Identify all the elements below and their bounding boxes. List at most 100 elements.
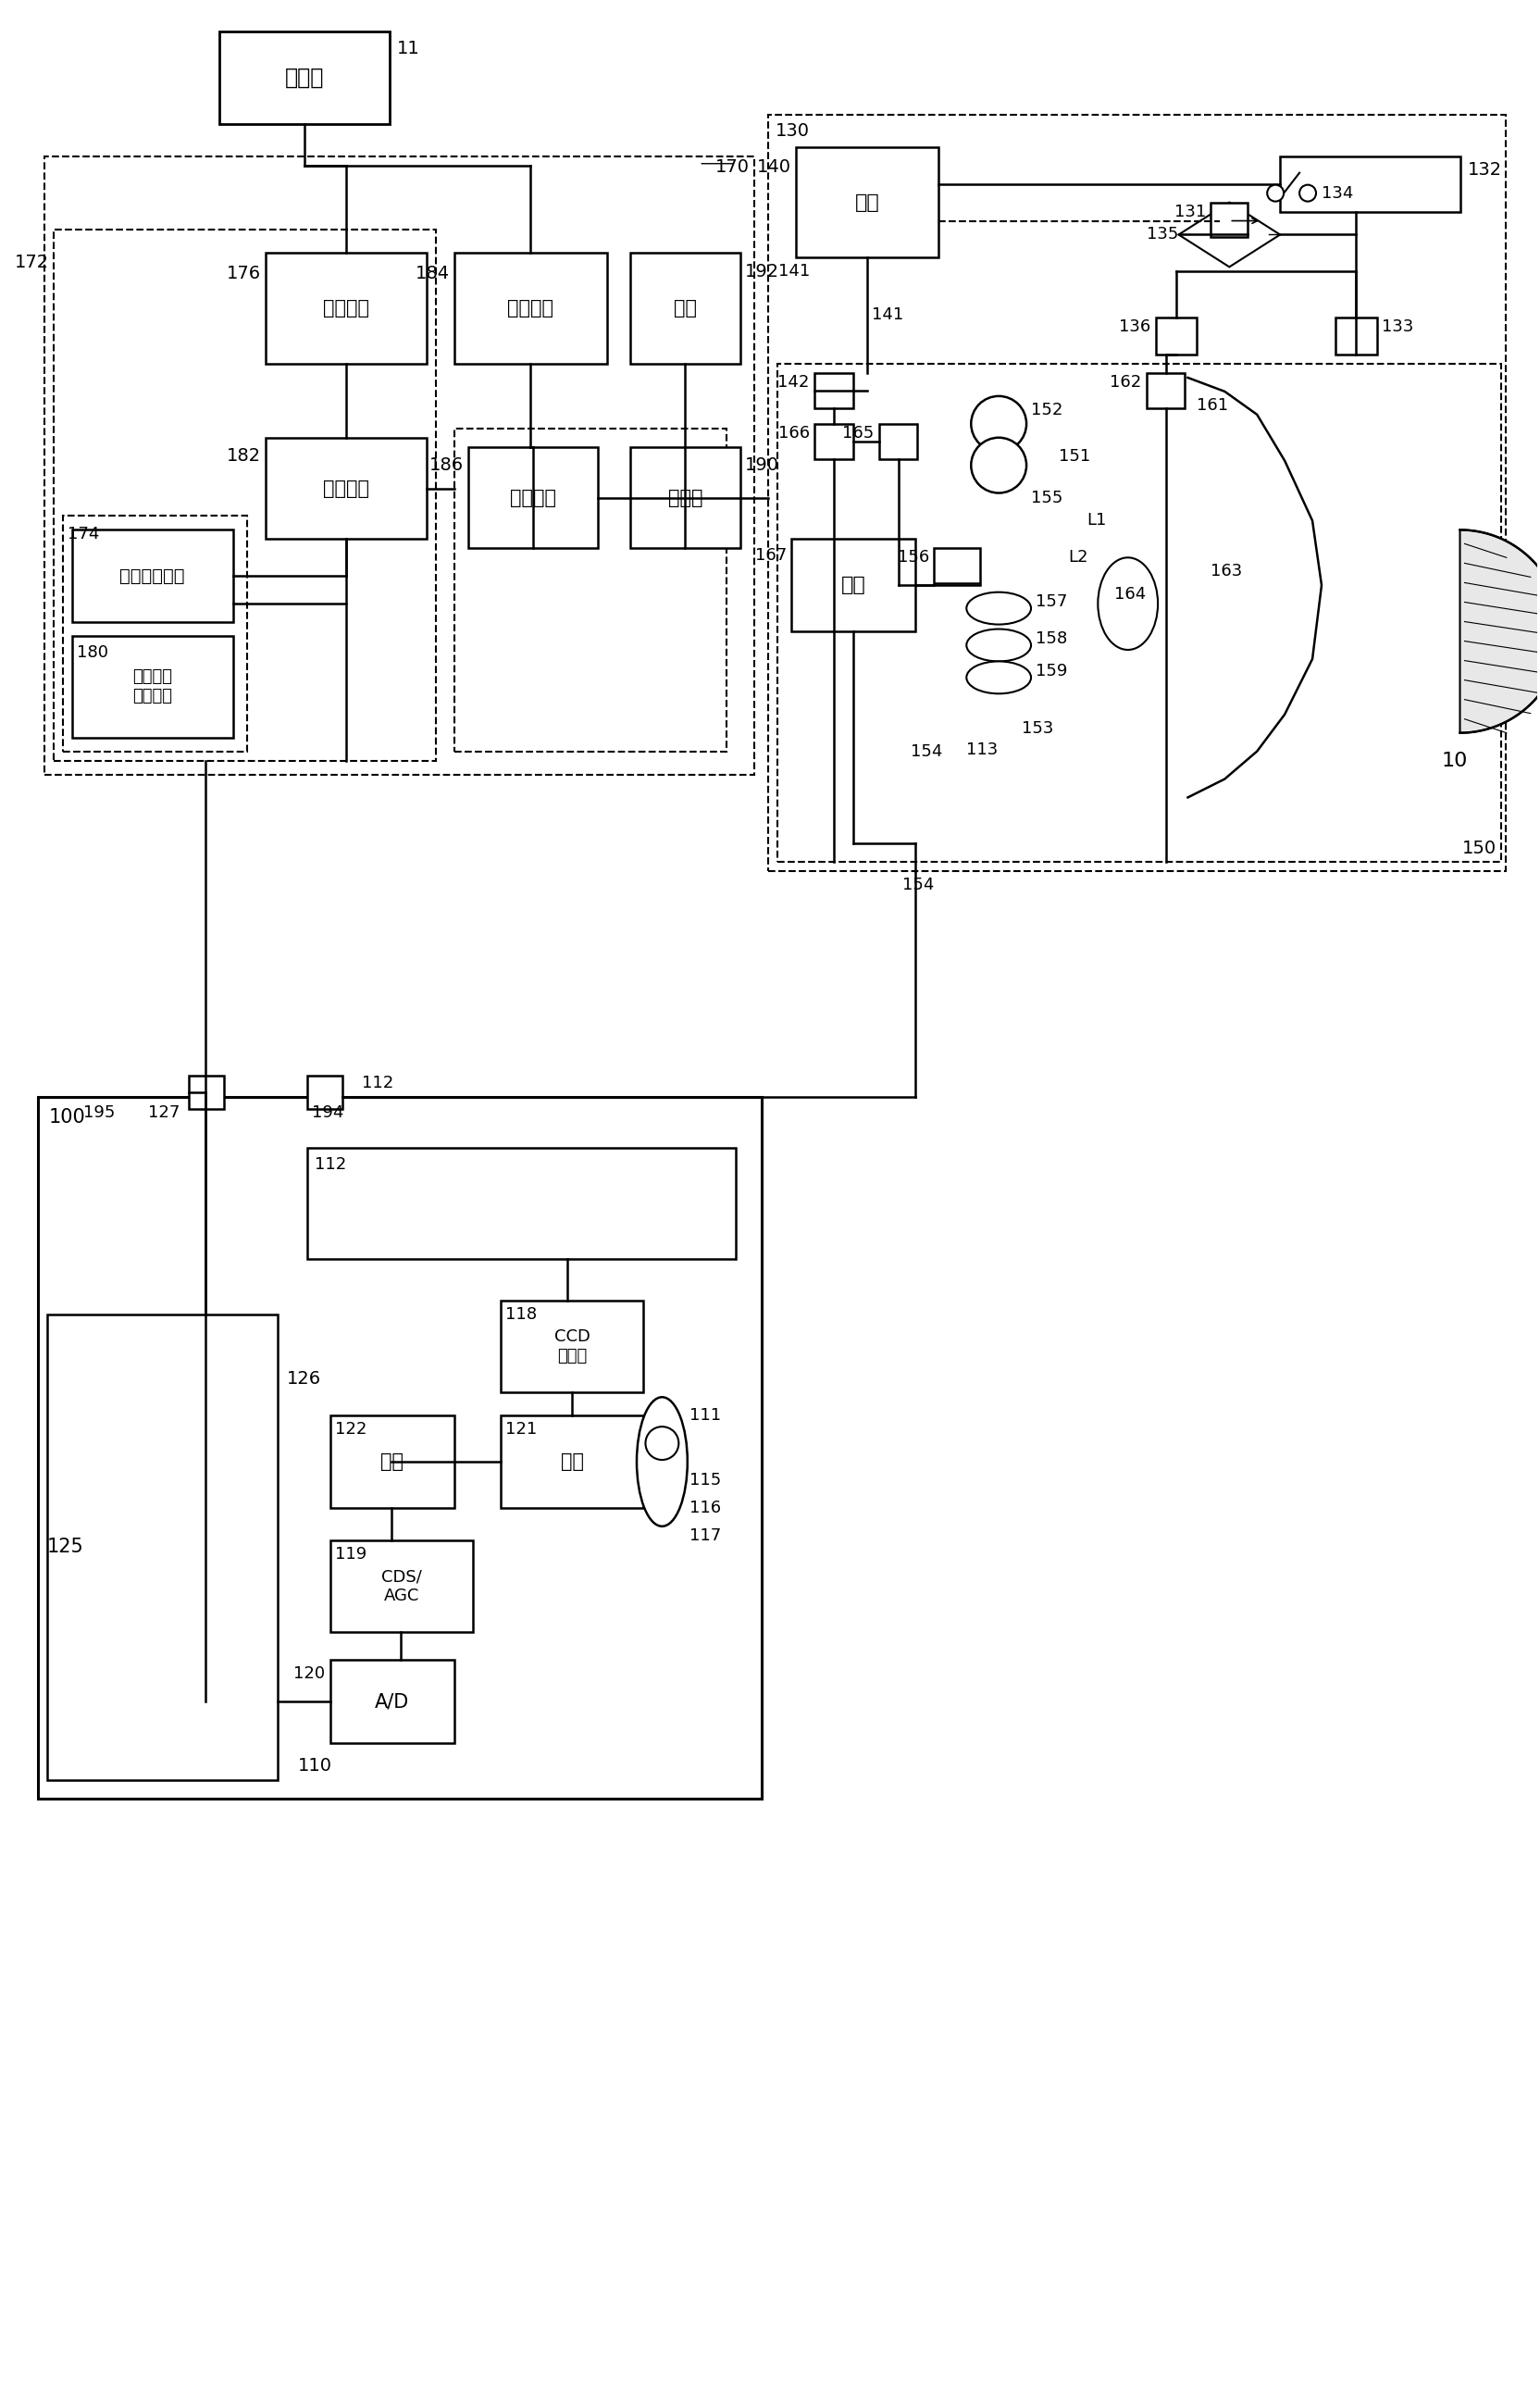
Text: 180: 180 xyxy=(77,643,108,660)
Bar xyxy=(1210,203,1247,237)
Text: 158: 158 xyxy=(1035,631,1067,648)
Text: 182: 182 xyxy=(226,447,260,464)
Bar xyxy=(72,636,233,737)
Circle shape xyxy=(1267,184,1284,201)
Text: 112: 112 xyxy=(314,1155,346,1172)
Text: 119: 119 xyxy=(334,1545,367,1562)
Text: 164: 164 xyxy=(1113,586,1146,603)
Bar xyxy=(796,146,939,258)
Text: 162: 162 xyxy=(1110,373,1141,390)
Text: CDS/
AGC: CDS/ AGC xyxy=(382,1569,422,1605)
Bar xyxy=(330,1416,454,1507)
Text: 122: 122 xyxy=(334,1421,367,1438)
Text: 显示处理: 显示处理 xyxy=(508,299,554,318)
Text: 控制: 控制 xyxy=(561,1452,584,1471)
Text: 126: 126 xyxy=(286,1371,320,1387)
Bar xyxy=(454,428,727,751)
Text: 152: 152 xyxy=(1032,402,1063,419)
Text: 136: 136 xyxy=(1120,318,1150,335)
Text: 166: 166 xyxy=(778,426,810,443)
Bar xyxy=(792,538,916,631)
Bar xyxy=(1335,318,1377,354)
Text: 174: 174 xyxy=(68,526,99,543)
Bar xyxy=(501,1301,644,1392)
Text: 184: 184 xyxy=(416,266,450,282)
Text: 141: 141 xyxy=(778,263,810,280)
Text: 控制: 控制 xyxy=(855,194,879,210)
Text: 131: 131 xyxy=(1175,203,1206,220)
Bar xyxy=(630,254,741,364)
Text: A/D: A/D xyxy=(376,1691,410,1710)
Text: 154: 154 xyxy=(902,878,933,895)
Text: 153: 153 xyxy=(1023,720,1053,737)
Text: 100: 100 xyxy=(49,1107,86,1127)
Text: 117: 117 xyxy=(690,1526,721,1543)
Ellipse shape xyxy=(967,629,1032,660)
Bar xyxy=(72,531,233,622)
Text: 176: 176 xyxy=(226,266,260,282)
Text: 输入: 输入 xyxy=(673,299,696,318)
Bar xyxy=(935,548,981,584)
Circle shape xyxy=(972,397,1027,452)
Bar xyxy=(306,1076,342,1110)
Text: 11: 11 xyxy=(397,41,420,57)
Ellipse shape xyxy=(967,660,1032,694)
Bar xyxy=(768,115,1506,871)
Text: 光量控制: 光量控制 xyxy=(510,488,556,507)
Text: 186: 186 xyxy=(430,457,464,474)
Bar xyxy=(1155,318,1197,354)
Bar xyxy=(219,31,390,124)
Text: 133: 133 xyxy=(1381,318,1414,335)
Circle shape xyxy=(645,1426,679,1459)
Text: 157: 157 xyxy=(1035,593,1067,610)
Text: 150: 150 xyxy=(1463,840,1497,856)
Text: 10: 10 xyxy=(1441,751,1468,770)
Text: 125: 125 xyxy=(46,1538,83,1557)
Polygon shape xyxy=(1460,531,1540,732)
Bar xyxy=(1280,155,1460,210)
Bar xyxy=(45,155,755,775)
Bar xyxy=(330,1660,454,1744)
Bar xyxy=(454,254,607,364)
Text: 116: 116 xyxy=(690,1500,721,1517)
Text: 普通图像处理: 普通图像处理 xyxy=(120,567,185,584)
Text: 135: 135 xyxy=(1146,227,1178,244)
Bar xyxy=(306,1148,736,1258)
Bar xyxy=(330,1540,473,1631)
Text: 111: 111 xyxy=(690,1406,721,1423)
Polygon shape xyxy=(1178,203,1280,268)
Bar xyxy=(468,447,598,548)
Text: 159: 159 xyxy=(1035,663,1067,679)
Bar xyxy=(630,447,741,548)
Text: L1: L1 xyxy=(1086,512,1106,529)
Text: 142: 142 xyxy=(778,373,810,390)
Text: L2: L2 xyxy=(1067,550,1087,567)
Text: 120: 120 xyxy=(294,1665,325,1682)
Text: 141: 141 xyxy=(872,306,902,323)
Bar xyxy=(815,373,853,409)
Text: 控制: 控制 xyxy=(841,576,865,596)
Bar xyxy=(288,1139,750,1780)
Bar xyxy=(778,364,1502,861)
Circle shape xyxy=(1300,184,1317,201)
Text: 113: 113 xyxy=(967,742,998,758)
Text: 192: 192 xyxy=(745,263,779,280)
Text: 151: 151 xyxy=(1058,447,1090,464)
Circle shape xyxy=(972,438,1027,493)
Text: 165: 165 xyxy=(842,426,875,443)
Text: 172: 172 xyxy=(14,254,49,270)
Text: 显示处理: 显示处理 xyxy=(323,299,370,318)
Text: 图像处理: 图像处理 xyxy=(323,478,370,498)
Text: 127: 127 xyxy=(148,1105,180,1122)
Bar xyxy=(1146,373,1186,409)
Text: 110: 110 xyxy=(297,1758,333,1775)
Text: 161: 161 xyxy=(1197,397,1229,414)
Text: 156: 156 xyxy=(898,550,930,567)
Text: 134: 134 xyxy=(1321,184,1354,201)
Text: 开关: 开关 xyxy=(380,1452,403,1471)
Text: 155: 155 xyxy=(1032,490,1063,507)
Bar xyxy=(815,423,853,459)
Text: 167: 167 xyxy=(755,548,787,565)
Bar xyxy=(46,1313,277,1780)
Text: 估算光量
数据计算: 估算光量 数据计算 xyxy=(132,670,172,706)
